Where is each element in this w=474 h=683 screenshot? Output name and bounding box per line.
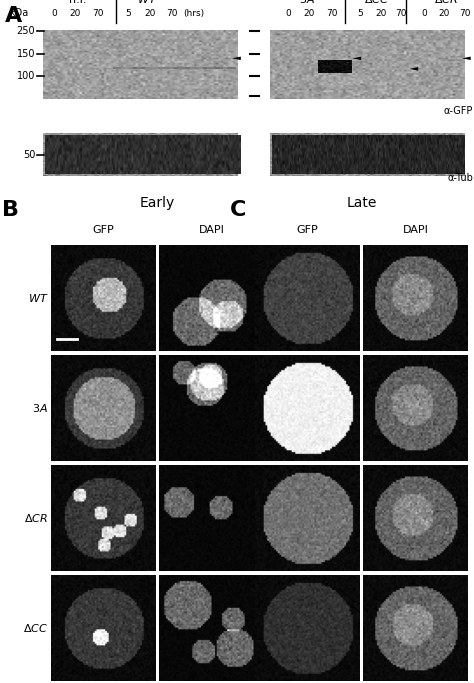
Text: $\it{\Delta CC}$: $\it{\Delta CC}$ [365,0,389,5]
Text: 20: 20 [69,9,81,18]
Text: Early: Early [140,197,175,210]
Text: 20: 20 [438,9,450,18]
Text: C: C [229,200,246,220]
Polygon shape [410,67,418,70]
Text: 0: 0 [52,9,57,18]
Text: 50: 50 [23,150,35,160]
Text: $\it{WT}$: $\it{WT}$ [28,292,48,303]
Text: 70: 70 [166,9,177,18]
Text: Late: Late [346,197,377,210]
Polygon shape [462,57,471,60]
Text: $\it{\Delta CC}$: $\it{\Delta CC}$ [23,622,48,634]
Text: α-Tub: α-Tub [447,173,473,183]
Text: 70: 70 [92,9,104,18]
Polygon shape [353,57,361,60]
Text: GFP: GFP [297,225,319,234]
Text: $\it{WT}$: $\it{WT}$ [137,0,157,5]
Text: $\it{3A}$: $\it{3A}$ [32,402,48,414]
Text: $\it{\Delta CR}$: $\it{\Delta CR}$ [24,512,48,524]
Text: DAPI: DAPI [402,225,428,234]
Text: 20: 20 [304,9,315,18]
Text: DAPI: DAPI [199,225,225,234]
Text: 100: 100 [17,72,35,81]
Text: 70: 70 [395,9,406,18]
Text: 70: 70 [326,9,337,18]
Text: α-GFP: α-GFP [444,106,473,116]
Text: GFP: GFP [93,225,115,234]
Text: 0: 0 [285,9,291,18]
Text: 5: 5 [357,9,363,18]
Text: A: A [5,5,22,26]
Text: $\it{\Delta CR}$: $\it{\Delta CR}$ [434,0,457,5]
Text: 70: 70 [459,9,470,18]
Polygon shape [232,57,241,60]
Text: n.i.: n.i. [70,0,87,5]
Text: (hrs): (hrs) [183,9,204,18]
Text: 20: 20 [144,9,155,18]
Text: B: B [2,200,19,220]
Text: kDa: kDa [9,8,29,18]
Text: 20: 20 [375,9,386,18]
Text: $\it{3A}$: $\it{3A}$ [299,0,315,5]
Text: 5: 5 [125,9,131,18]
Text: 150: 150 [17,48,35,59]
Text: 250: 250 [17,25,35,36]
Text: 0: 0 [421,9,427,18]
